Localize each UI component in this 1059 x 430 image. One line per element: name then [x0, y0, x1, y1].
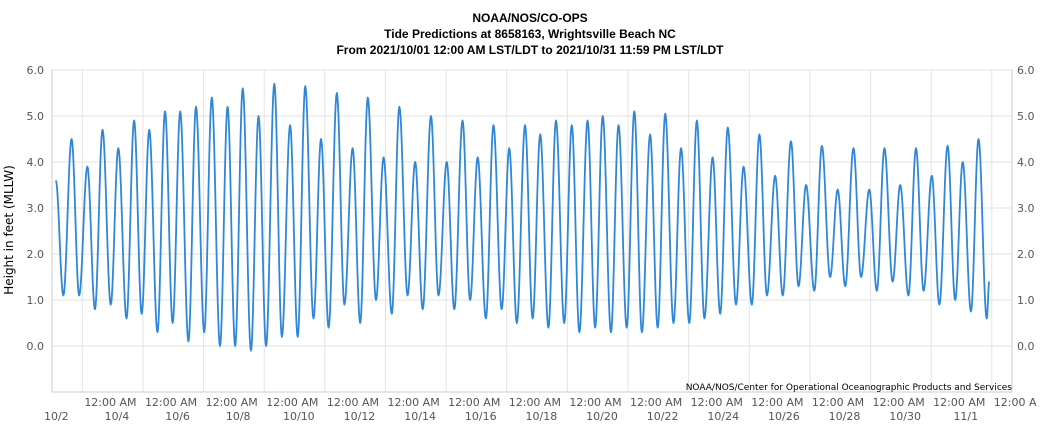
- x-tick-date-label: 10/14: [404, 410, 436, 423]
- x-tick-time-label: 12:00 AM: [327, 396, 379, 409]
- x-tick-date-label: 10/16: [465, 410, 497, 423]
- x-tick-time-label: 12:00 AM: [569, 396, 621, 409]
- y-tick-label-left: 5.0: [27, 110, 45, 123]
- x-tick-date-label: 10/2: [44, 410, 69, 423]
- y-tick-label-right: 0.0: [1017, 340, 1035, 353]
- x-tick-time-label: 12:00 AM: [630, 396, 682, 409]
- y-tick-label-right: 6.0: [1017, 64, 1035, 77]
- x-tick-time-label: 12:00 AM: [812, 396, 864, 409]
- x-tick-time-label: 12:00 AM: [206, 396, 258, 409]
- y-axis-right-ticks: 6.0 5.0 4.0 3.0 2.0 1.0 0.0: [1017, 64, 1035, 353]
- chart-date-range: From 2021/10/01 12:00 AM LST/LDT to 2021…: [336, 43, 724, 57]
- y-tick-label-left: 3.0: [27, 202, 45, 215]
- x-tick-time-label: 12:00 AM: [751, 396, 803, 409]
- x-tick-time-label: 12:00 AM: [873, 396, 925, 409]
- y-tick-label-right: 2.0: [1017, 248, 1035, 261]
- x-tick-date-label: 10/10: [283, 410, 315, 423]
- chart-title: NOAA/NOS/CO-OPS: [472, 11, 587, 25]
- x-tick-date-label: 10/6: [165, 410, 190, 423]
- x-tick-time-label: 12:00 AM: [84, 396, 136, 409]
- y-tick-label-right: 1.0: [1017, 294, 1035, 307]
- x-tick-date-label: 10/22: [647, 410, 679, 423]
- x-tick-time-label: 12:00 AM: [145, 396, 197, 409]
- x-tick-time-label: 12:00 AM: [448, 396, 500, 409]
- credit-text: NOAA/NOS/Center for Operational Oceanogr…: [686, 383, 1013, 393]
- x-tick-date-label: 10/8: [226, 410, 251, 423]
- grid-lines: [52, 69, 1012, 392]
- y-tick-label-left: 4.0: [27, 156, 45, 169]
- x-tick-date-label: 11/1: [953, 410, 978, 423]
- x-tick-time-label: 12:00 AM: [691, 396, 743, 409]
- plot-area: [51, 70, 1013, 393]
- y-tick-label-right: 5.0: [1017, 110, 1035, 123]
- y-axis-left-ticks: 6.0 5.0 4.0 3.0 2.0 1.0 0.0: [27, 64, 45, 353]
- y-tick-label-left: 1.0: [27, 294, 45, 307]
- x-tick-time-label: 12:00 AM: [933, 396, 985, 409]
- x-tick-date-label: 10/24: [707, 410, 739, 423]
- x-tick-time-label: 12:00 AM: [266, 396, 318, 409]
- x-tick-date-label: 10/4: [105, 410, 130, 423]
- y-tick-label-left: 2.0: [27, 248, 45, 261]
- y-tick-label-right: 3.0: [1017, 202, 1035, 215]
- tide-prediction-line: [54, 82, 991, 352]
- x-tick-date-label: 10/18: [526, 410, 558, 423]
- chart-subtitle: Tide Predictions at 8658163, Wrightsvill…: [384, 27, 676, 41]
- y-tick-label-left: 6.0: [27, 64, 45, 77]
- tide-series: [54, 82, 991, 352]
- x-tick-date-label: 10/20: [586, 410, 618, 423]
- y-tick-label-left: 0.0: [27, 340, 45, 353]
- x-tick-date-label: 10/12: [344, 410, 376, 423]
- x-tick-date-label: 10/26: [768, 410, 800, 423]
- x-tick-time-label: 12:00 AM: [509, 396, 561, 409]
- y-tick-label-right: 4.0: [1017, 156, 1035, 169]
- x-tick-time-label: 12:00 AM: [387, 396, 439, 409]
- x-tick-date-label: 10/30: [889, 410, 921, 423]
- x-tick-date-label: 10/28: [829, 410, 861, 423]
- y-axis-title: Height in feet (MLLW): [2, 165, 16, 295]
- x-tick-time-label: 12:00 A: [994, 396, 1037, 409]
